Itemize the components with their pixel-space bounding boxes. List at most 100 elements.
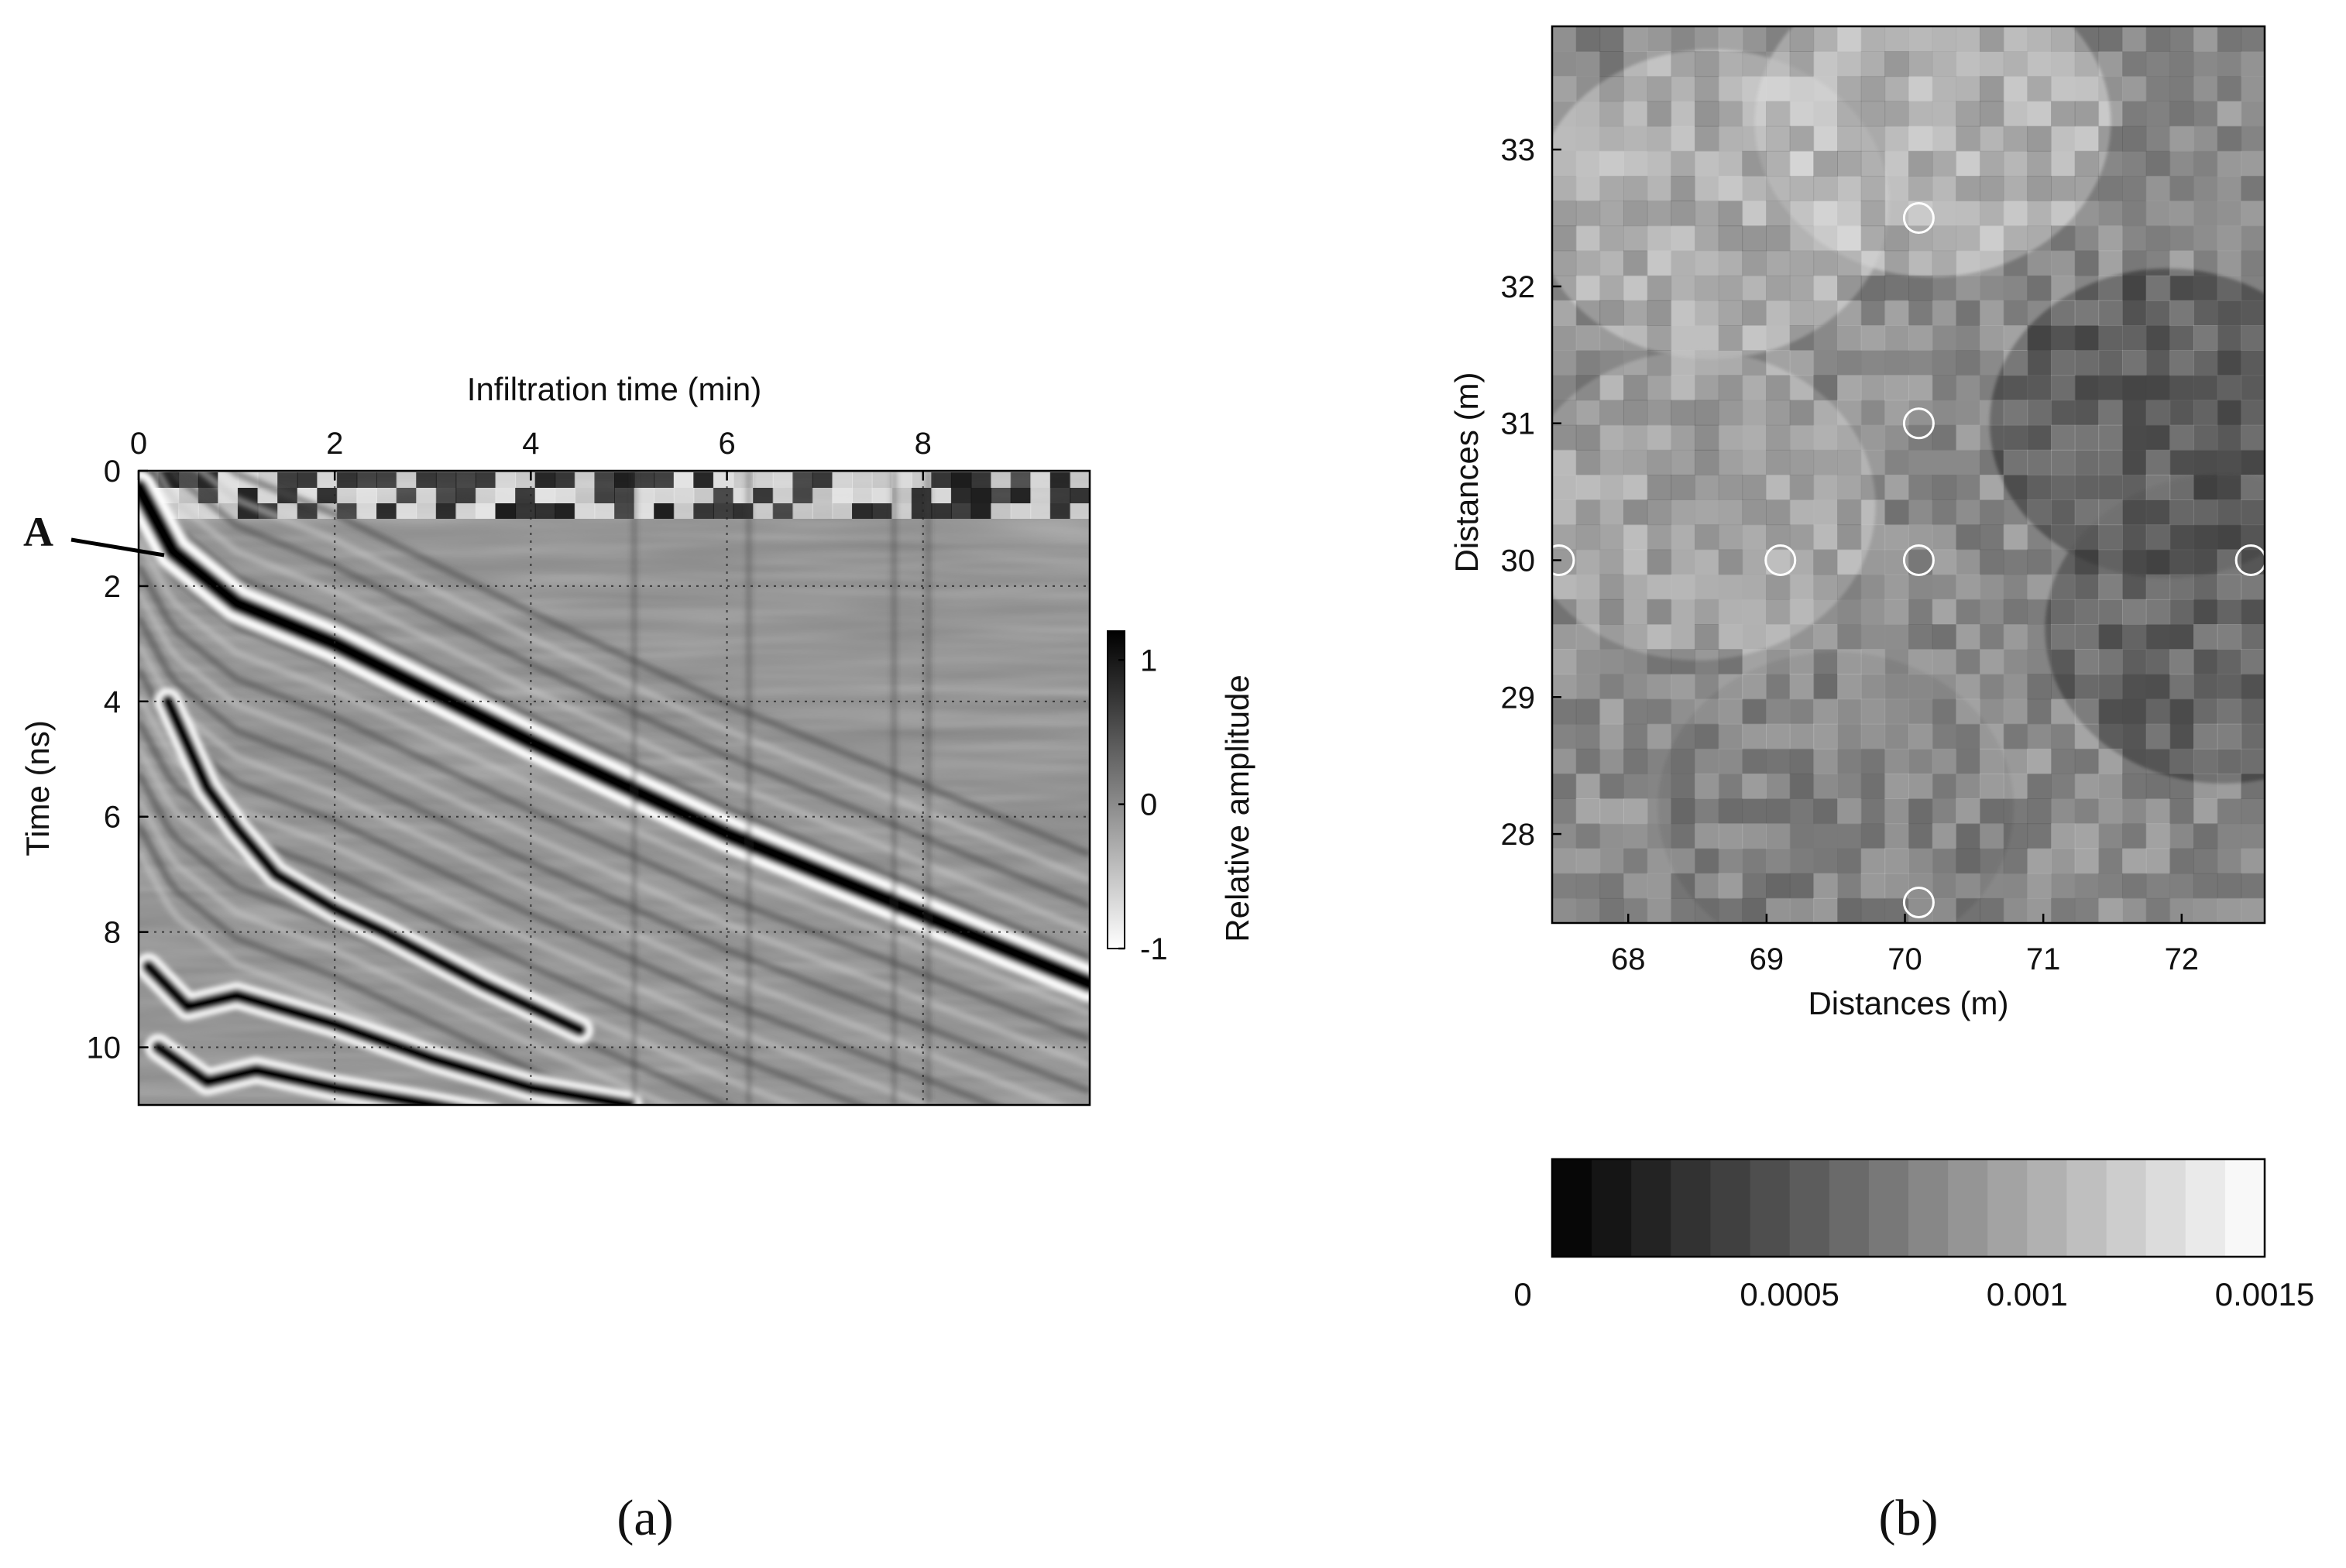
map-pixel <box>2003 201 2028 227</box>
map-pixel <box>1599 723 1624 750</box>
colorbar-step <box>1671 1159 1712 1257</box>
map-pixel <box>1695 325 1719 351</box>
map-pixel <box>2051 723 2076 750</box>
background-layer-line <box>227 471 1090 858</box>
map-pixel <box>2074 250 2100 276</box>
map-pixel <box>1837 225 1862 252</box>
map-pixel <box>2145 674 2171 700</box>
ringing-block <box>356 472 377 488</box>
map-pixel <box>1884 400 1909 426</box>
map-pixel <box>1860 225 1886 252</box>
map-pixel <box>1671 848 1695 874</box>
map-pixel <box>1813 325 1838 351</box>
ringing-block <box>515 503 536 519</box>
map-pixel <box>2145 424 2171 451</box>
map-pixel <box>2145 51 2171 77</box>
map-pixel <box>2169 449 2194 475</box>
map-pixel <box>2098 176 2123 201</box>
map-pixel <box>1980 101 2004 127</box>
map-pixel <box>2241 698 2265 725</box>
map-pixel <box>2193 150 2218 177</box>
ringing-block <box>991 488 1012 503</box>
map-pixel <box>1671 524 1695 551</box>
map-pixel <box>2027 499 2052 526</box>
map-pixel <box>1671 424 1695 451</box>
map-pixel <box>1671 400 1695 426</box>
ringing-block <box>1010 472 1032 488</box>
map-pixel <box>2051 225 2076 252</box>
map-pixel <box>1956 599 1980 625</box>
map-pixel <box>1956 524 1980 551</box>
map-pixel <box>2145 76 2171 102</box>
map-pixel <box>2003 698 2028 725</box>
map-pixel <box>2193 624 2218 650</box>
map-pixel <box>1671 774 1695 799</box>
map-pixel <box>1647 150 1672 177</box>
map-pixel <box>1766 300 1791 326</box>
map-pixel <box>1956 798 1980 825</box>
map-pixel <box>2217 225 2242 252</box>
ringing-block <box>693 488 714 503</box>
map-pixel <box>1813 574 1838 600</box>
map-pixel <box>2098 475 2123 500</box>
map-pixel <box>2122 225 2147 252</box>
map-pixel <box>2241 300 2265 326</box>
map-pixel <box>2003 400 2028 426</box>
map-pixel <box>1718 300 1743 326</box>
map-pixel <box>1742 300 1767 326</box>
map-pixel <box>1552 873 1577 899</box>
map-pixel <box>1860 51 1886 77</box>
map-pixel <box>2027 101 2052 127</box>
map-pixel <box>1623 400 1648 426</box>
map-pixel <box>2098 823 2123 849</box>
x-tick-label: 8 <box>915 427 932 461</box>
map-pixel <box>1956 400 1980 426</box>
map-pixel <box>2217 125 2242 152</box>
map-pixel <box>1980 400 2004 426</box>
map-pixel <box>1932 300 1957 326</box>
map-pixel <box>1837 475 1862 500</box>
map-pixel <box>1552 449 1577 475</box>
map-pixel <box>1884 300 1909 326</box>
map-pixel <box>2027 150 2052 177</box>
ringing-block <box>1030 472 1051 488</box>
map-pixel <box>1599 225 1624 252</box>
background-layer-line <box>139 590 1090 1069</box>
map-pixel <box>1718 698 1743 725</box>
map-pixel <box>1718 873 1743 899</box>
map-pixel <box>1837 624 1862 650</box>
map-pixel <box>1980 176 2004 201</box>
map-pixel <box>1980 624 2004 650</box>
map-pixel <box>1766 150 1791 177</box>
map-pixel <box>2027 897 2052 923</box>
background-layer-line <box>139 471 1090 962</box>
map-pixel <box>1789 176 1815 201</box>
map-pixel <box>1575 125 1601 152</box>
ringing-block <box>792 472 813 488</box>
map-pixel <box>1599 275 1624 301</box>
map-pixel <box>1623 350 1648 376</box>
map-pixel <box>1766 101 1791 127</box>
map-pixel <box>1980 649 2004 675</box>
map-pixel <box>2169 125 2194 152</box>
map-pixel <box>1766 400 1791 426</box>
map-pixel <box>1552 574 1577 600</box>
map-pixel <box>2122 574 2147 600</box>
map-pixel <box>1932 524 1957 551</box>
map-pixel <box>1742 400 1767 426</box>
map-pixel <box>2003 723 2028 750</box>
map-pixel <box>1860 300 1886 326</box>
map-pixel <box>2051 76 2076 102</box>
map-pixel <box>2051 26 2076 52</box>
map-pixel <box>1695 674 1719 700</box>
map-pixel <box>1552 723 1577 750</box>
map-pixel <box>2217 400 2242 426</box>
map-pixel <box>2241 748 2265 774</box>
map-pixel <box>1695 748 1719 774</box>
map-pixel <box>1980 275 2004 301</box>
map-pixel <box>1860 873 1886 899</box>
map-pixel <box>1647 350 1672 376</box>
map-pixel <box>2145 375 2171 401</box>
map-pixel <box>1695 723 1719 750</box>
map-pixel <box>2169 748 2194 774</box>
